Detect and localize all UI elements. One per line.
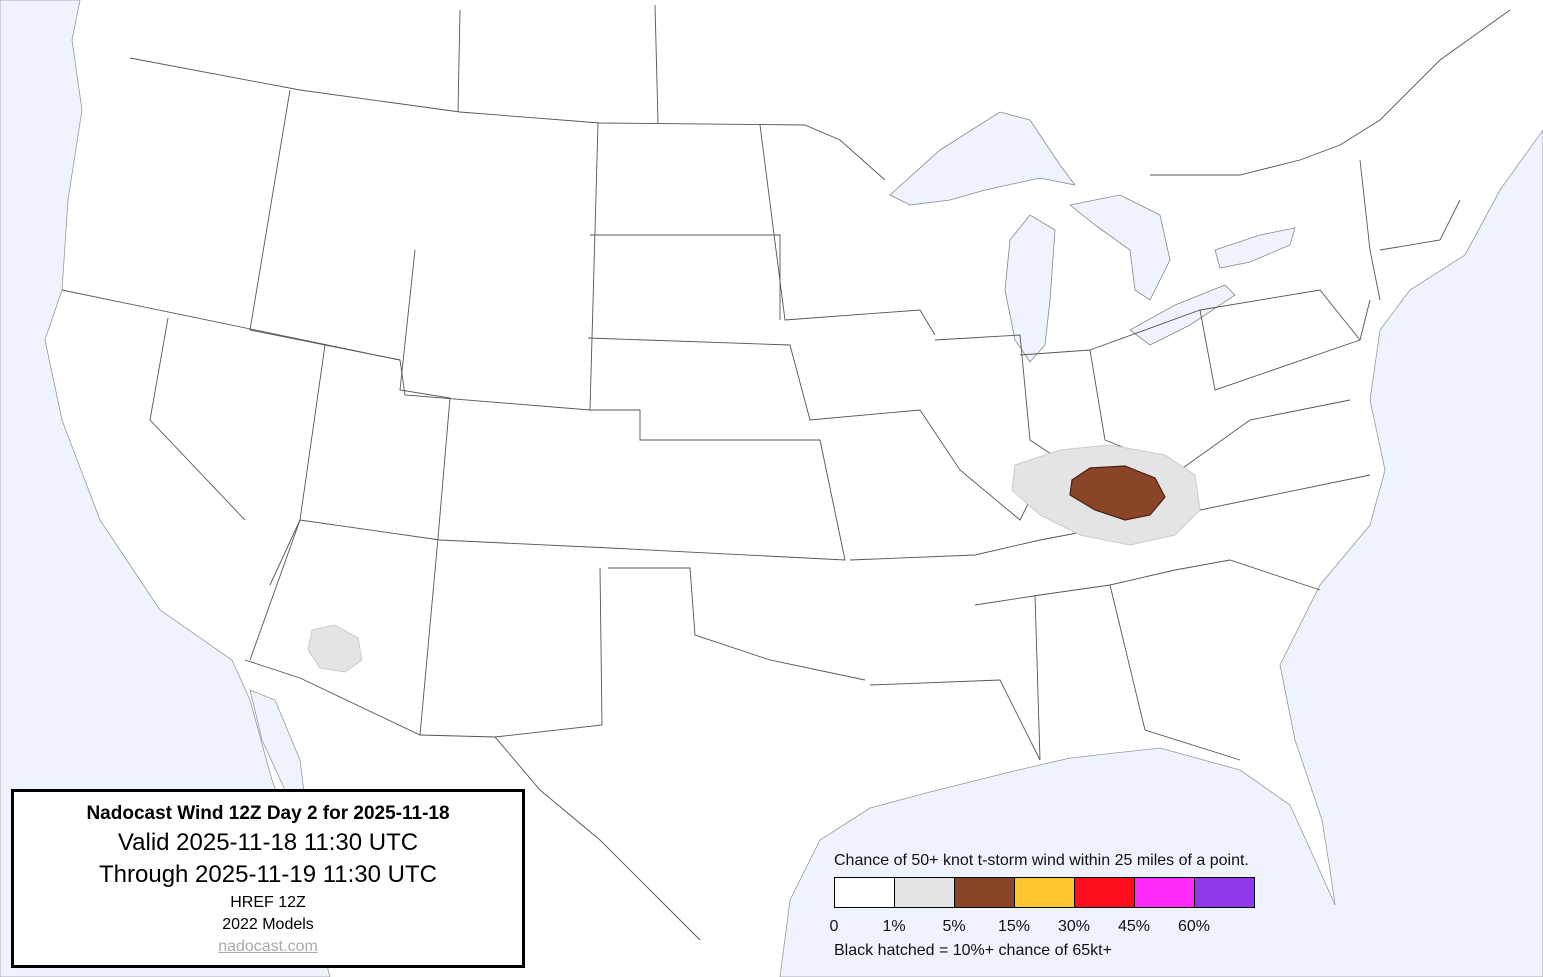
legend-swatch-15pct bbox=[1015, 878, 1075, 907]
prob-area-5pct-kentucky bbox=[1069, 465, 1166, 521]
great-lakes bbox=[889, 111, 1296, 363]
through-time: Through 2025-11-19 11:30 UTC bbox=[99, 861, 437, 888]
site-link[interactable]: nadocast.com bbox=[218, 938, 318, 955]
models-year: 2022 Models bbox=[222, 916, 314, 933]
map-title: Nadocast Wind 12Z Day 2 for 2025-11-18 bbox=[86, 803, 450, 824]
prob-area-1pct-arizona bbox=[307, 624, 363, 673]
lake-michigan bbox=[1004, 214, 1056, 363]
legend-labels: 0 1% 5% 15% 30% 45% 60% bbox=[830, 918, 1254, 936]
legend-label: 5% bbox=[942, 918, 966, 935]
probability-areas bbox=[307, 444, 1201, 673]
legend-color-bar bbox=[834, 877, 1255, 908]
mexico-border bbox=[244, 659, 701, 941]
legend-heading: Chance of 50+ knot t-storm wind within 2… bbox=[834, 852, 1249, 869]
canada-border bbox=[129, 57, 886, 181]
lake-ontario bbox=[1214, 227, 1296, 269]
legend-swatch-5pct bbox=[955, 878, 1015, 907]
legend-swatch-45pct bbox=[1135, 878, 1195, 907]
legend-label: 1% bbox=[882, 918, 906, 935]
gulf-and-atlantic bbox=[779, 129, 1543, 977]
legend-label: 60% bbox=[1177, 918, 1211, 935]
legend-note: Black hatched = 10%+ chance of 65kt+ bbox=[834, 942, 1112, 959]
lake-huron bbox=[1069, 194, 1171, 301]
legend-label: 0 bbox=[829, 918, 839, 935]
legend-swatch-0 bbox=[835, 878, 895, 907]
valid-time: Valid 2025-11-18 11:30 UTC bbox=[117, 829, 419, 856]
legend-swatch-60pct bbox=[1195, 878, 1254, 907]
lake-superior bbox=[889, 111, 1076, 206]
model-run: HREF 12Z bbox=[230, 894, 306, 911]
title-box: Nadocast Wind 12Z Day 2 for 2025-11-18 V… bbox=[11, 789, 525, 968]
lake-erie bbox=[1129, 284, 1236, 346]
legend: Chance of 50+ knot t-storm wind within 2… bbox=[830, 852, 1274, 960]
legend-label: 15% bbox=[997, 918, 1031, 935]
legend-swatch-1pct bbox=[895, 878, 955, 907]
legend-label: 45% bbox=[1117, 918, 1151, 935]
legend-swatch-30pct bbox=[1075, 878, 1135, 907]
legend-label: 30% bbox=[1057, 918, 1091, 935]
